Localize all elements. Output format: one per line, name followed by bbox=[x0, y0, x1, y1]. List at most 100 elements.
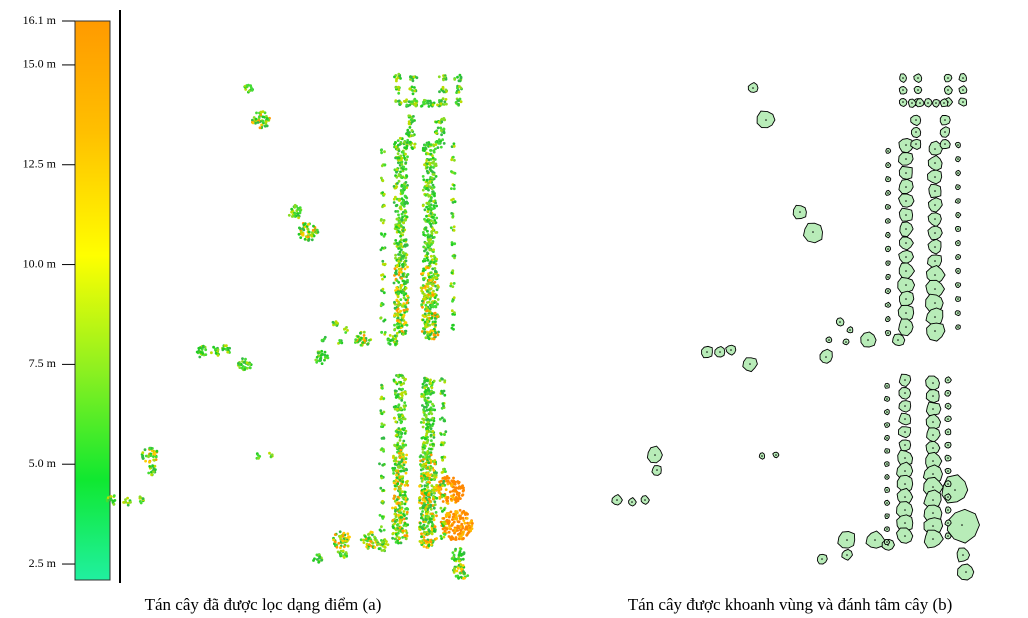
point bbox=[140, 502, 143, 505]
point bbox=[394, 334, 397, 337]
point bbox=[426, 301, 429, 304]
point bbox=[367, 547, 370, 550]
point bbox=[429, 411, 432, 414]
point bbox=[403, 141, 406, 144]
point bbox=[400, 224, 403, 227]
tree-center bbox=[839, 321, 841, 323]
point bbox=[455, 500, 458, 503]
point bbox=[418, 485, 421, 488]
tree-center bbox=[943, 102, 945, 104]
point bbox=[428, 105, 431, 108]
point bbox=[404, 461, 407, 464]
point bbox=[428, 158, 431, 161]
tree-center bbox=[849, 329, 851, 331]
point bbox=[402, 229, 405, 232]
point bbox=[381, 278, 384, 281]
point bbox=[397, 214, 400, 217]
tree-center bbox=[886, 437, 888, 439]
point bbox=[394, 538, 397, 541]
tree-center bbox=[915, 143, 917, 145]
point bbox=[459, 517, 462, 520]
point bbox=[428, 498, 431, 501]
point bbox=[337, 551, 340, 554]
point bbox=[393, 482, 396, 485]
point bbox=[290, 208, 293, 211]
tree-center bbox=[957, 284, 959, 286]
point bbox=[424, 298, 427, 301]
point bbox=[429, 400, 432, 403]
point bbox=[429, 212, 432, 215]
point bbox=[438, 75, 441, 78]
point bbox=[398, 257, 401, 260]
tree-center bbox=[654, 454, 656, 456]
point bbox=[452, 215, 455, 218]
point bbox=[433, 420, 436, 423]
point bbox=[379, 409, 382, 412]
tree-center bbox=[902, 77, 904, 79]
point bbox=[454, 200, 457, 203]
tree-center bbox=[957, 172, 959, 174]
point bbox=[378, 547, 381, 550]
tick-label: 7.5 m bbox=[29, 356, 57, 370]
point bbox=[147, 455, 150, 458]
point bbox=[442, 517, 445, 520]
point bbox=[402, 274, 405, 277]
point bbox=[422, 456, 425, 459]
point bbox=[458, 91, 461, 94]
point bbox=[451, 269, 454, 272]
tree-center bbox=[825, 356, 827, 358]
point bbox=[392, 469, 395, 472]
point bbox=[453, 225, 456, 228]
point bbox=[452, 480, 455, 483]
point bbox=[407, 134, 410, 137]
point bbox=[406, 523, 409, 526]
point bbox=[405, 287, 408, 290]
point bbox=[423, 463, 426, 466]
point bbox=[459, 515, 462, 518]
point bbox=[441, 484, 444, 487]
tree-center bbox=[887, 234, 889, 236]
point bbox=[456, 511, 459, 514]
point bbox=[198, 356, 201, 359]
point bbox=[249, 84, 252, 87]
point bbox=[456, 570, 459, 573]
point bbox=[362, 341, 365, 344]
point bbox=[379, 514, 382, 517]
tree-center bbox=[902, 89, 904, 91]
point bbox=[422, 204, 425, 207]
point bbox=[380, 396, 383, 399]
point bbox=[399, 171, 402, 174]
point bbox=[412, 79, 415, 82]
point bbox=[434, 486, 437, 489]
point bbox=[426, 230, 429, 233]
point bbox=[141, 451, 144, 454]
point bbox=[422, 426, 425, 429]
point bbox=[438, 138, 441, 141]
point bbox=[381, 260, 384, 263]
point bbox=[394, 513, 397, 516]
point bbox=[311, 238, 314, 241]
point bbox=[397, 247, 400, 250]
point bbox=[152, 452, 155, 455]
point bbox=[424, 478, 427, 481]
point bbox=[432, 103, 435, 106]
point bbox=[404, 161, 407, 164]
point bbox=[447, 522, 450, 525]
point bbox=[465, 526, 468, 529]
point bbox=[440, 537, 443, 540]
point bbox=[405, 472, 408, 475]
tree-center bbox=[887, 220, 889, 222]
crown-outline bbox=[928, 213, 941, 227]
point bbox=[440, 507, 443, 510]
point bbox=[426, 219, 429, 222]
tree-center bbox=[904, 496, 906, 498]
point bbox=[297, 208, 300, 211]
tree-center bbox=[932, 447, 934, 449]
tree-center bbox=[932, 395, 934, 397]
point bbox=[431, 283, 434, 286]
point bbox=[395, 204, 398, 207]
point bbox=[449, 491, 452, 494]
point bbox=[381, 437, 384, 440]
tree-center bbox=[828, 339, 830, 341]
point bbox=[429, 149, 432, 152]
